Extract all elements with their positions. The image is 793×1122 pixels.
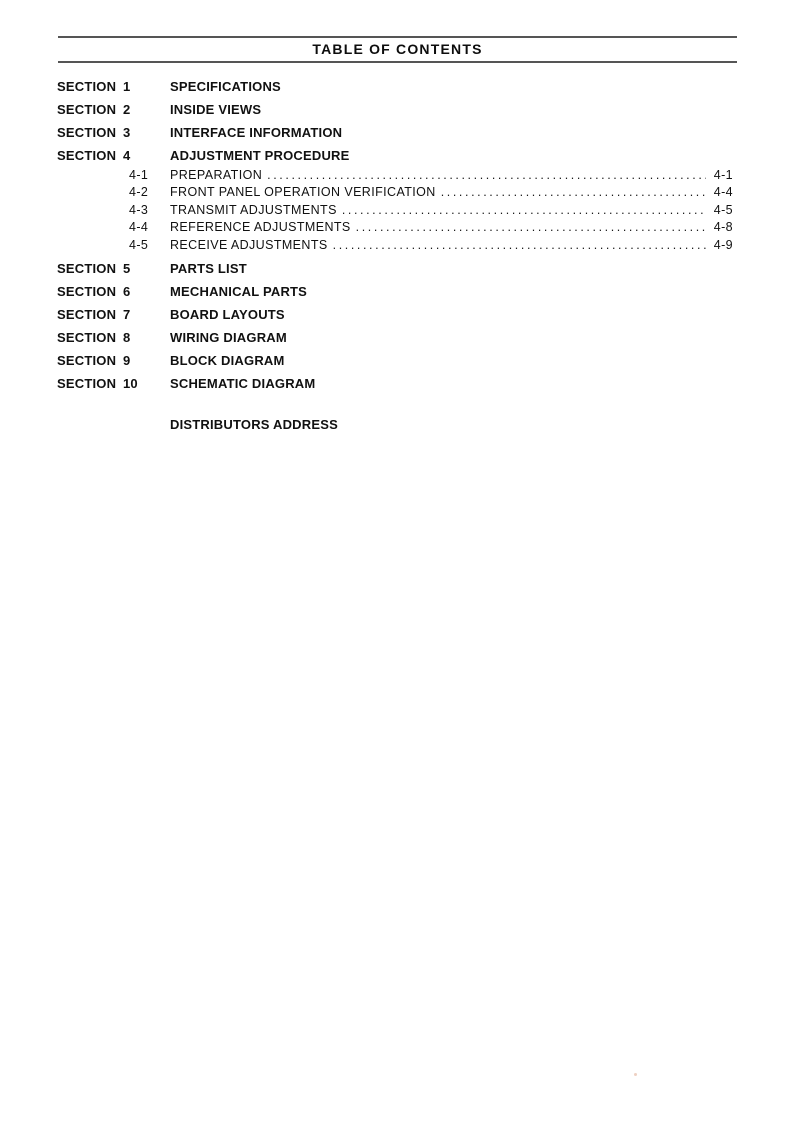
toc-section-row: SECTION 6 MECHANICAL PARTS [57,280,733,303]
section-title: SPECIFICATIONS [170,79,281,94]
section-label: SECTION 3 [57,125,131,140]
toc-header-rules: TABLE OF CONTENTS [58,36,737,63]
dot-leader [342,202,706,219]
toc-section-row: SECTION 5 PARTS LIST [57,257,733,280]
distributors-address-label: DISTRIBUTORS ADDRESS [170,417,338,433]
section-title: SCHEMATIC DIAGRAM [170,376,316,392]
section-label: SECTION 7 [57,307,131,323]
section-label: SECTION 2 [57,102,131,117]
subsection-title: FRONT PANEL OPERATION VERIFICATION [170,185,436,200]
section-label: SECTION 10 [57,376,138,392]
toc-section-row: SECTION 8 WIRING DIAGRAM [57,326,733,349]
section-title: WIRING DIAGRAM [170,330,287,346]
section-title: ADJUSTMENT PROCEDURE [170,148,350,163]
toc-section-group-lower: SECTION 5 PARTS LIST SECTION 6 MECHANICA… [57,257,733,395]
toc-subsection-row: 4-4 REFERENCE ADJUSTMENTS 4-8 [57,219,733,236]
subsection-number: 4-5 [129,237,149,252]
section-label: SECTION 8 [57,330,131,346]
section-label: SECTION 4 [57,148,131,163]
dot-leader [356,219,706,236]
toc-subsection-row: 4-3 TRANSMIT ADJUSTMENTS 4-5 [57,202,733,219]
section-label: SECTION 5 [57,261,131,277]
subsection-title: RECEIVE ADJUSTMENTS [170,237,328,252]
subsection-title: PREPARATION [170,168,263,182]
toc-subsection-row: 4-5 RECEIVE ADJUSTMENTS 4-9 [57,237,733,254]
section-title: MECHANICAL PARTS [170,284,308,300]
toc-section-row: SECTION 7 BOARD LAYOUTS [57,303,733,326]
scan-artifact-dot [634,1073,637,1076]
subsection-title: REFERENCE ADJUSTMENTS [170,220,351,235]
subsection-title: TRANSMIT ADJUSTMENTS [170,202,337,217]
toc-subsection-list: 4-1 PREPARATION 4-1 4-2 FRONT PANEL OPER… [57,167,733,254]
subsection-page-number: 4-4 [713,185,733,200]
subsection-page-number: 4-1 [713,168,733,182]
section-label: SECTION 6 [57,284,131,300]
subsection-number: 4-3 [129,202,149,217]
toc-section-row: SECTION 4 ADJUSTMENT PROCEDURE [57,144,733,167]
subsection-page-number: 4-8 [713,220,733,235]
page-title: TABLE OF CONTENTS [312,41,483,57]
subsection-page-number: 4-9 [713,237,733,252]
toc-section-row: SECTION 9 BLOCK DIAGRAM [57,349,733,372]
section-label: SECTION 9 [57,353,131,369]
toc-section-row: SECTION 3 INTERFACE INFORMATION [57,121,733,144]
dot-leader [267,167,706,184]
subsection-number: 4-4 [129,220,149,235]
dot-leader [441,184,706,201]
toc-section-row: SECTION 1 SPECIFICATIONS [57,75,733,98]
toc-section-row: SECTION 10 SCHEMATIC DIAGRAM [57,372,733,395]
section-title: BOARD LAYOUTS [170,307,285,323]
subsection-number: 4-2 [129,185,149,200]
section-title: INTERFACE INFORMATION [170,125,343,140]
section-title: PARTS LIST [170,261,247,277]
section-title: BLOCK DIAGRAM [170,353,285,369]
toc-section-row: SECTION 2 INSIDE VIEWS [57,98,733,121]
subsection-number: 4-1 [129,168,149,182]
toc-subsection-row: 4-2 FRONT PANEL OPERATION VERIFICATION 4… [57,184,733,201]
toc-subsection-row: 4-1 PREPARATION 4-1 [57,167,733,184]
subsection-page-number: 4-5 [713,202,733,217]
section-title: INSIDE VIEWS [170,102,262,117]
dot-leader [333,237,706,254]
section-label: SECTION 1 [57,79,131,94]
toc-content: SECTION 1 SPECIFICATIONS SECTION 2 INSID… [57,75,733,434]
